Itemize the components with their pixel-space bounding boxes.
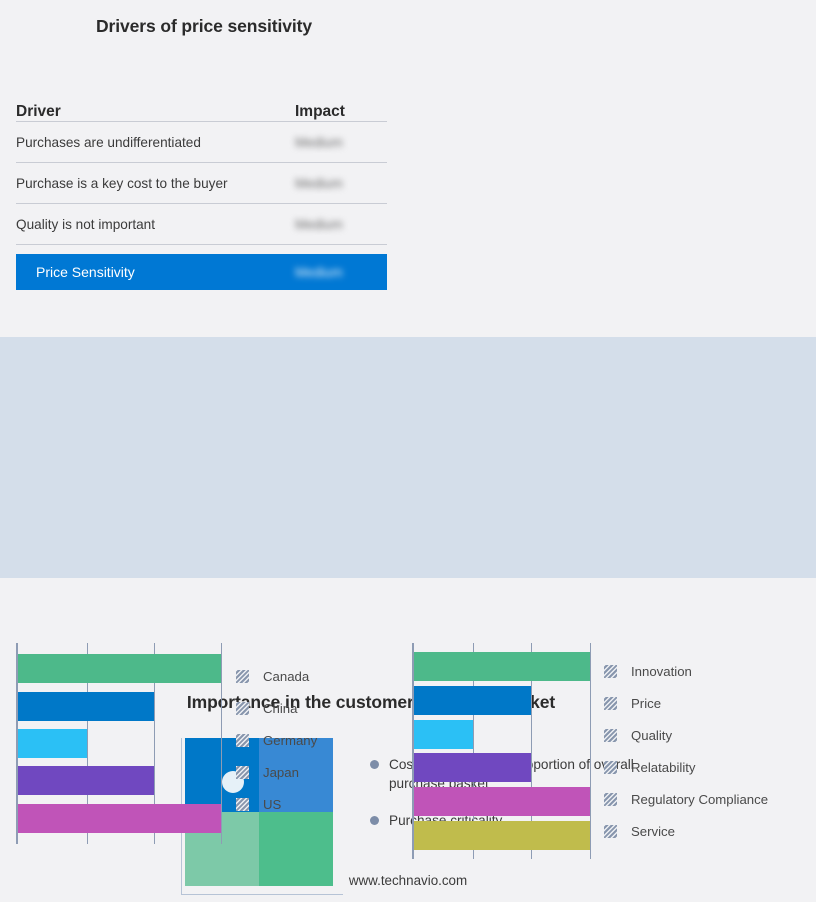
driver-name: Purchase is a key cost to the buyer: [16, 175, 228, 191]
gridline: [473, 643, 474, 859]
legend-item: Relatability: [604, 751, 814, 783]
legend-label: Germany: [263, 732, 318, 748]
hatched-swatch-icon: [604, 728, 617, 742]
legend-label: Canada: [263, 668, 310, 684]
legend-item: Germany: [236, 724, 401, 756]
quadrant-cell-bottom-right: [259, 812, 333, 886]
adoption-lifecycle-panel: Adoption lifecycle Innovators Early Adop…: [408, 0, 816, 337]
bar-row: [414, 818, 590, 852]
legend-item: Japan: [236, 756, 401, 788]
bar-canada: [18, 654, 221, 684]
driver-name: Quality is not important: [16, 216, 156, 232]
legend-label: Innovation: [631, 663, 692, 679]
legend-label: Quality: [631, 727, 673, 743]
bar-row: [18, 725, 221, 762]
hatched-swatch-icon: [604, 664, 617, 678]
table-row: Purchases are undifferentiated Medium: [16, 122, 387, 163]
quadrant-cell-top-right: [259, 738, 333, 812]
table-row: Purchase is a key cost to the buyer Medi…: [16, 163, 387, 204]
bar-quality: [414, 719, 473, 749]
legend-item: US: [236, 788, 401, 820]
legend-item: Quality: [604, 719, 814, 751]
legend-label: Japan: [263, 764, 299, 780]
hatched-swatch-icon: [604, 760, 617, 774]
gridline: [221, 643, 222, 844]
hatched-swatch-icon: [236, 701, 249, 715]
bar-china: [18, 691, 154, 721]
hatched-swatch-icon: [236, 669, 249, 683]
key-criteria-legend: Innovation Price Quality Relatability Re…: [604, 655, 814, 847]
legend-item: Service: [604, 815, 814, 847]
hatched-swatch-icon: [236, 797, 249, 811]
legend-item: Price: [604, 687, 814, 719]
legend-label: Service: [631, 823, 675, 839]
legend-label: China: [263, 700, 298, 716]
bar-relatability: [414, 753, 531, 783]
bar-row: [414, 785, 590, 819]
bar-row: [18, 800, 221, 837]
driver-impact-blurred: Medium: [295, 216, 343, 232]
bullet-icon: [370, 760, 379, 769]
adoption-rates-plot: [16, 643, 222, 844]
gridline: [531, 643, 532, 859]
bar-row: [414, 684, 590, 718]
bar-row: [18, 762, 221, 799]
driver-name: Purchases are undifferentiated: [16, 134, 201, 150]
gridline: [87, 643, 88, 844]
table-row: Quality is not important Medium: [16, 204, 387, 245]
adoption-rates-legend: Canada China Germany Japan US: [236, 660, 401, 820]
bar-row: [18, 650, 221, 687]
adoption-rates-bars: [18, 643, 221, 844]
key-criteria-bars: [414, 643, 590, 859]
bar-germany: [18, 729, 87, 759]
legend-item: Innovation: [604, 655, 814, 687]
legend-label: Price: [631, 695, 662, 711]
column-header-impact: Impact: [295, 103, 345, 120]
key-criteria-plot: [412, 643, 591, 859]
bar-price: [414, 686, 531, 715]
bar-regulatory-compliance: [414, 787, 590, 817]
legend-label: US: [263, 796, 282, 812]
hatched-swatch-icon: [236, 733, 249, 747]
bar-innovation: [414, 652, 590, 682]
legend-label: Relatability: [631, 759, 696, 775]
bar-service: [414, 820, 590, 850]
gridline: [590, 643, 591, 859]
hatched-swatch-icon: [236, 765, 249, 779]
bar-japan: [18, 766, 154, 796]
legend-item: Regulatory Compliance: [604, 783, 814, 815]
column-header-driver: Driver: [16, 103, 61, 120]
bar-row: [18, 687, 221, 724]
bullet-icon: [370, 816, 379, 825]
bar-row: [414, 751, 590, 785]
bar-row: [414, 650, 590, 684]
driver-impact-blurred: Medium: [295, 134, 343, 150]
bar-row: [414, 717, 590, 751]
drivers-table: Driver Impact Purchases are undifferenti…: [16, 90, 387, 290]
hatched-swatch-icon: [604, 824, 617, 838]
driver-impact-blurred: Medium: [295, 175, 343, 191]
gridline: [154, 643, 155, 844]
hatched-swatch-icon: [604, 792, 617, 806]
footer-url: www.technavio.com: [348, 873, 468, 888]
price-sensitivity-summary-row: Price Sensitivity Medium: [16, 254, 387, 290]
bar-us: [18, 803, 221, 833]
legend-label: Regulatory Compliance: [631, 791, 769, 807]
quadrant-x-axis: [181, 894, 343, 895]
drivers-panel: Drivers of price sensitivity Driver Impa…: [0, 0, 408, 337]
hatched-swatch-icon: [604, 696, 617, 710]
table-header-row: Driver Impact: [16, 90, 387, 122]
price-sensitivity-impact-blurred: Medium: [295, 264, 343, 280]
drivers-title: Drivers of price sensitivity: [95, 16, 313, 36]
price-sensitivity-label: Price Sensitivity: [36, 264, 135, 280]
legend-item: China: [236, 692, 401, 724]
legend-item: Canada: [236, 660, 401, 692]
purchase-basket-panel: Importance in the customer purchase bask…: [0, 337, 816, 895]
